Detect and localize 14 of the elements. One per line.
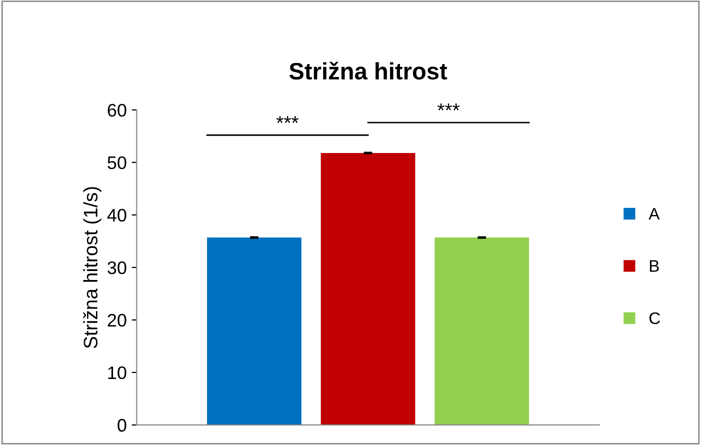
annotation: ***	[437, 104, 460, 110]
y-tick-label: 10	[108, 366, 126, 380]
chart-title: Strižna hitrost	[289, 62, 448, 80]
legend-label: C	[649, 312, 660, 324]
y-tick-label: 50	[108, 156, 126, 170]
y-tick-label: 30	[108, 261, 126, 274]
legend-label: B	[650, 260, 659, 272]
y-tick-label: 40	[107, 208, 126, 222]
y-tick-label: 20	[108, 314, 126, 327]
y-axis-title: Strižna hitrost (1/s)	[83, 187, 102, 348]
annotation: ***	[276, 116, 299, 123]
y-tick-label: 60	[108, 104, 126, 117]
y-tick-label: 0	[118, 418, 126, 432]
legend-label: A	[648, 208, 660, 220]
